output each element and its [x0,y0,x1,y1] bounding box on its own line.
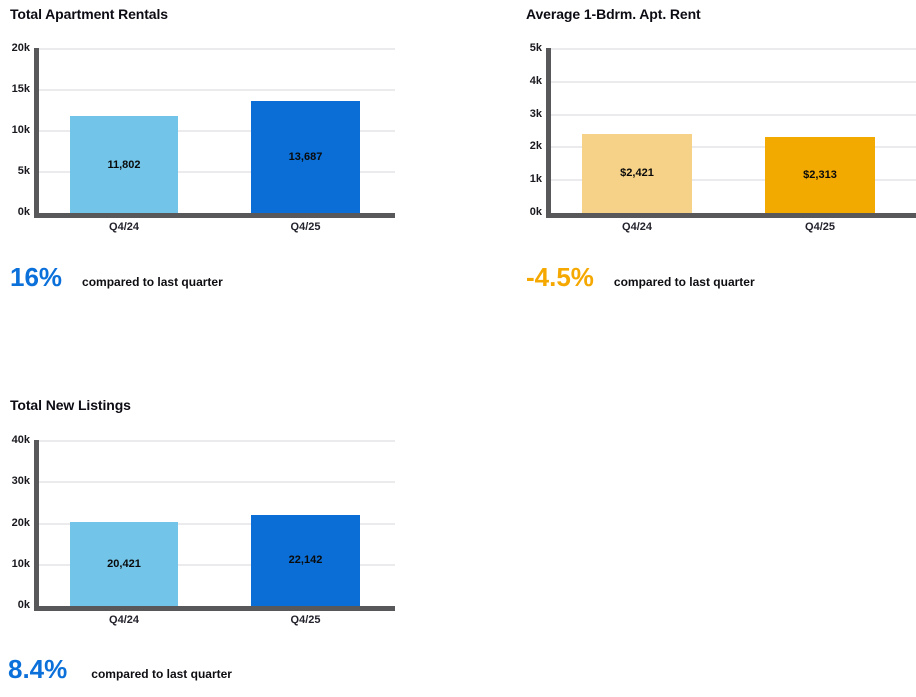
chart-title: Total New Listings [10,397,131,413]
gridline [551,179,916,182]
x-axis-tick-label: Q4/24 [622,221,652,233]
gridline [39,440,395,442]
gridline [551,113,916,116]
bar-value-label: 22,142 [288,554,323,567]
delta-annotation: 16% compared to last quarter [10,264,223,290]
delta-value: 8.4% [8,654,68,684]
gridline [551,80,916,83]
x-axis-tick-label: Q4/25 [290,614,321,626]
y-axis-tick-label: 10k [11,557,30,570]
chart-title: Average 1-Bdrm. Apt. Rent [526,6,701,22]
y-axis-tick-label: 1k [529,173,542,186]
chart-average-1bdrm-apt-rent: Average 1-Bdrm. Apt. Rent $2,421 Q4/24 $2,… [496,0,916,320]
plot-area: 11,802 Q4/24 13,687 Q4/25 0k 5k 10k 15k 20k [0,0,458,320]
bar-value-label: $2,313 [803,169,837,182]
y-axis-line [34,48,39,218]
gridline [39,48,395,50]
y-axis-tick-label: 3k [529,107,542,120]
x-axis-tick-label: Q4/24 [109,614,139,626]
gridline [39,563,395,566]
plot-area: $2,421 Q4/24 $2,313 Q4/25 0k 1k 2k 3k 4k 5k [496,0,916,320]
gridline [39,171,395,173]
gridline [39,89,395,91]
chart-total-apartment-rentals: Total Apartment Rentals 11,802 Q4/24 13,68… [0,0,458,320]
bar-q4-24: 11,802 [70,116,178,213]
gridline [39,481,395,484]
y-axis-tick-label: 5k [17,165,30,177]
delta-value: 16% [10,262,63,292]
y-axis-line [546,48,551,218]
gridline [39,522,395,525]
y-axis-tick-label: 20k [11,516,30,529]
gridline [551,146,916,149]
y-axis-tick-label: 2k [529,140,542,153]
bar-q4-25: 22,142 [251,514,360,606]
bar-q4-25: 13,687 [251,100,360,213]
y-axis-tick-label: 10k [11,124,30,136]
bar-q4-24: $2,421 [582,133,692,213]
x-axis-line [34,606,395,611]
bar-value-label: 13,687 [288,150,323,163]
chart-total-new-listings: Total New Listings 20,421 Q4/24 22,142 Q4/2… [0,392,458,697]
y-axis-tick-label: 0k [17,206,30,218]
delta-caption: compared to last quarter [613,275,755,289]
bar-q4-24: 20,421 [70,521,178,606]
y-axis-tick-label: 4k [529,74,542,87]
y-axis-tick-label: 20k [11,42,30,54]
delta-caption: compared to last quarter [82,275,223,289]
x-axis-tick-label: Q4/25 [805,221,835,233]
bar-value-label: 11,802 [107,158,141,171]
chart-title: Total Apartment Rentals [10,6,168,22]
delta-annotation: -4.5% compared to last quarter [526,264,755,290]
x-axis-line [546,213,916,218]
y-axis-tick-label: 5k [529,42,542,54]
bar-value-label: 20,421 [107,557,141,570]
x-axis-tick-label: Q4/25 [290,221,321,233]
y-axis-tick-label: 30k [11,475,30,488]
delta-value: -4.5% [526,262,594,292]
bar-q4-25: $2,313 [765,137,875,213]
x-axis-line [34,213,395,218]
plot-area: 20,421 Q4/24 22,142 Q4/25 0k 10k 20k 30k 40k [0,392,458,697]
y-axis-tick-label: 40k [11,434,30,446]
y-axis-tick-label: 0k [17,599,30,611]
y-axis-line [34,440,39,611]
delta-caption: compared to last quarter [91,667,232,681]
x-axis-tick-label: Q4/24 [109,221,139,233]
gridline [551,48,916,50]
y-axis-tick-label: 15k [11,83,30,95]
delta-annotation: 8.4% compared to last quarter [8,656,232,682]
gridline [39,130,395,132]
bar-value-label: $2,421 [620,167,654,180]
y-axis-tick-label: 0k [529,206,542,218]
